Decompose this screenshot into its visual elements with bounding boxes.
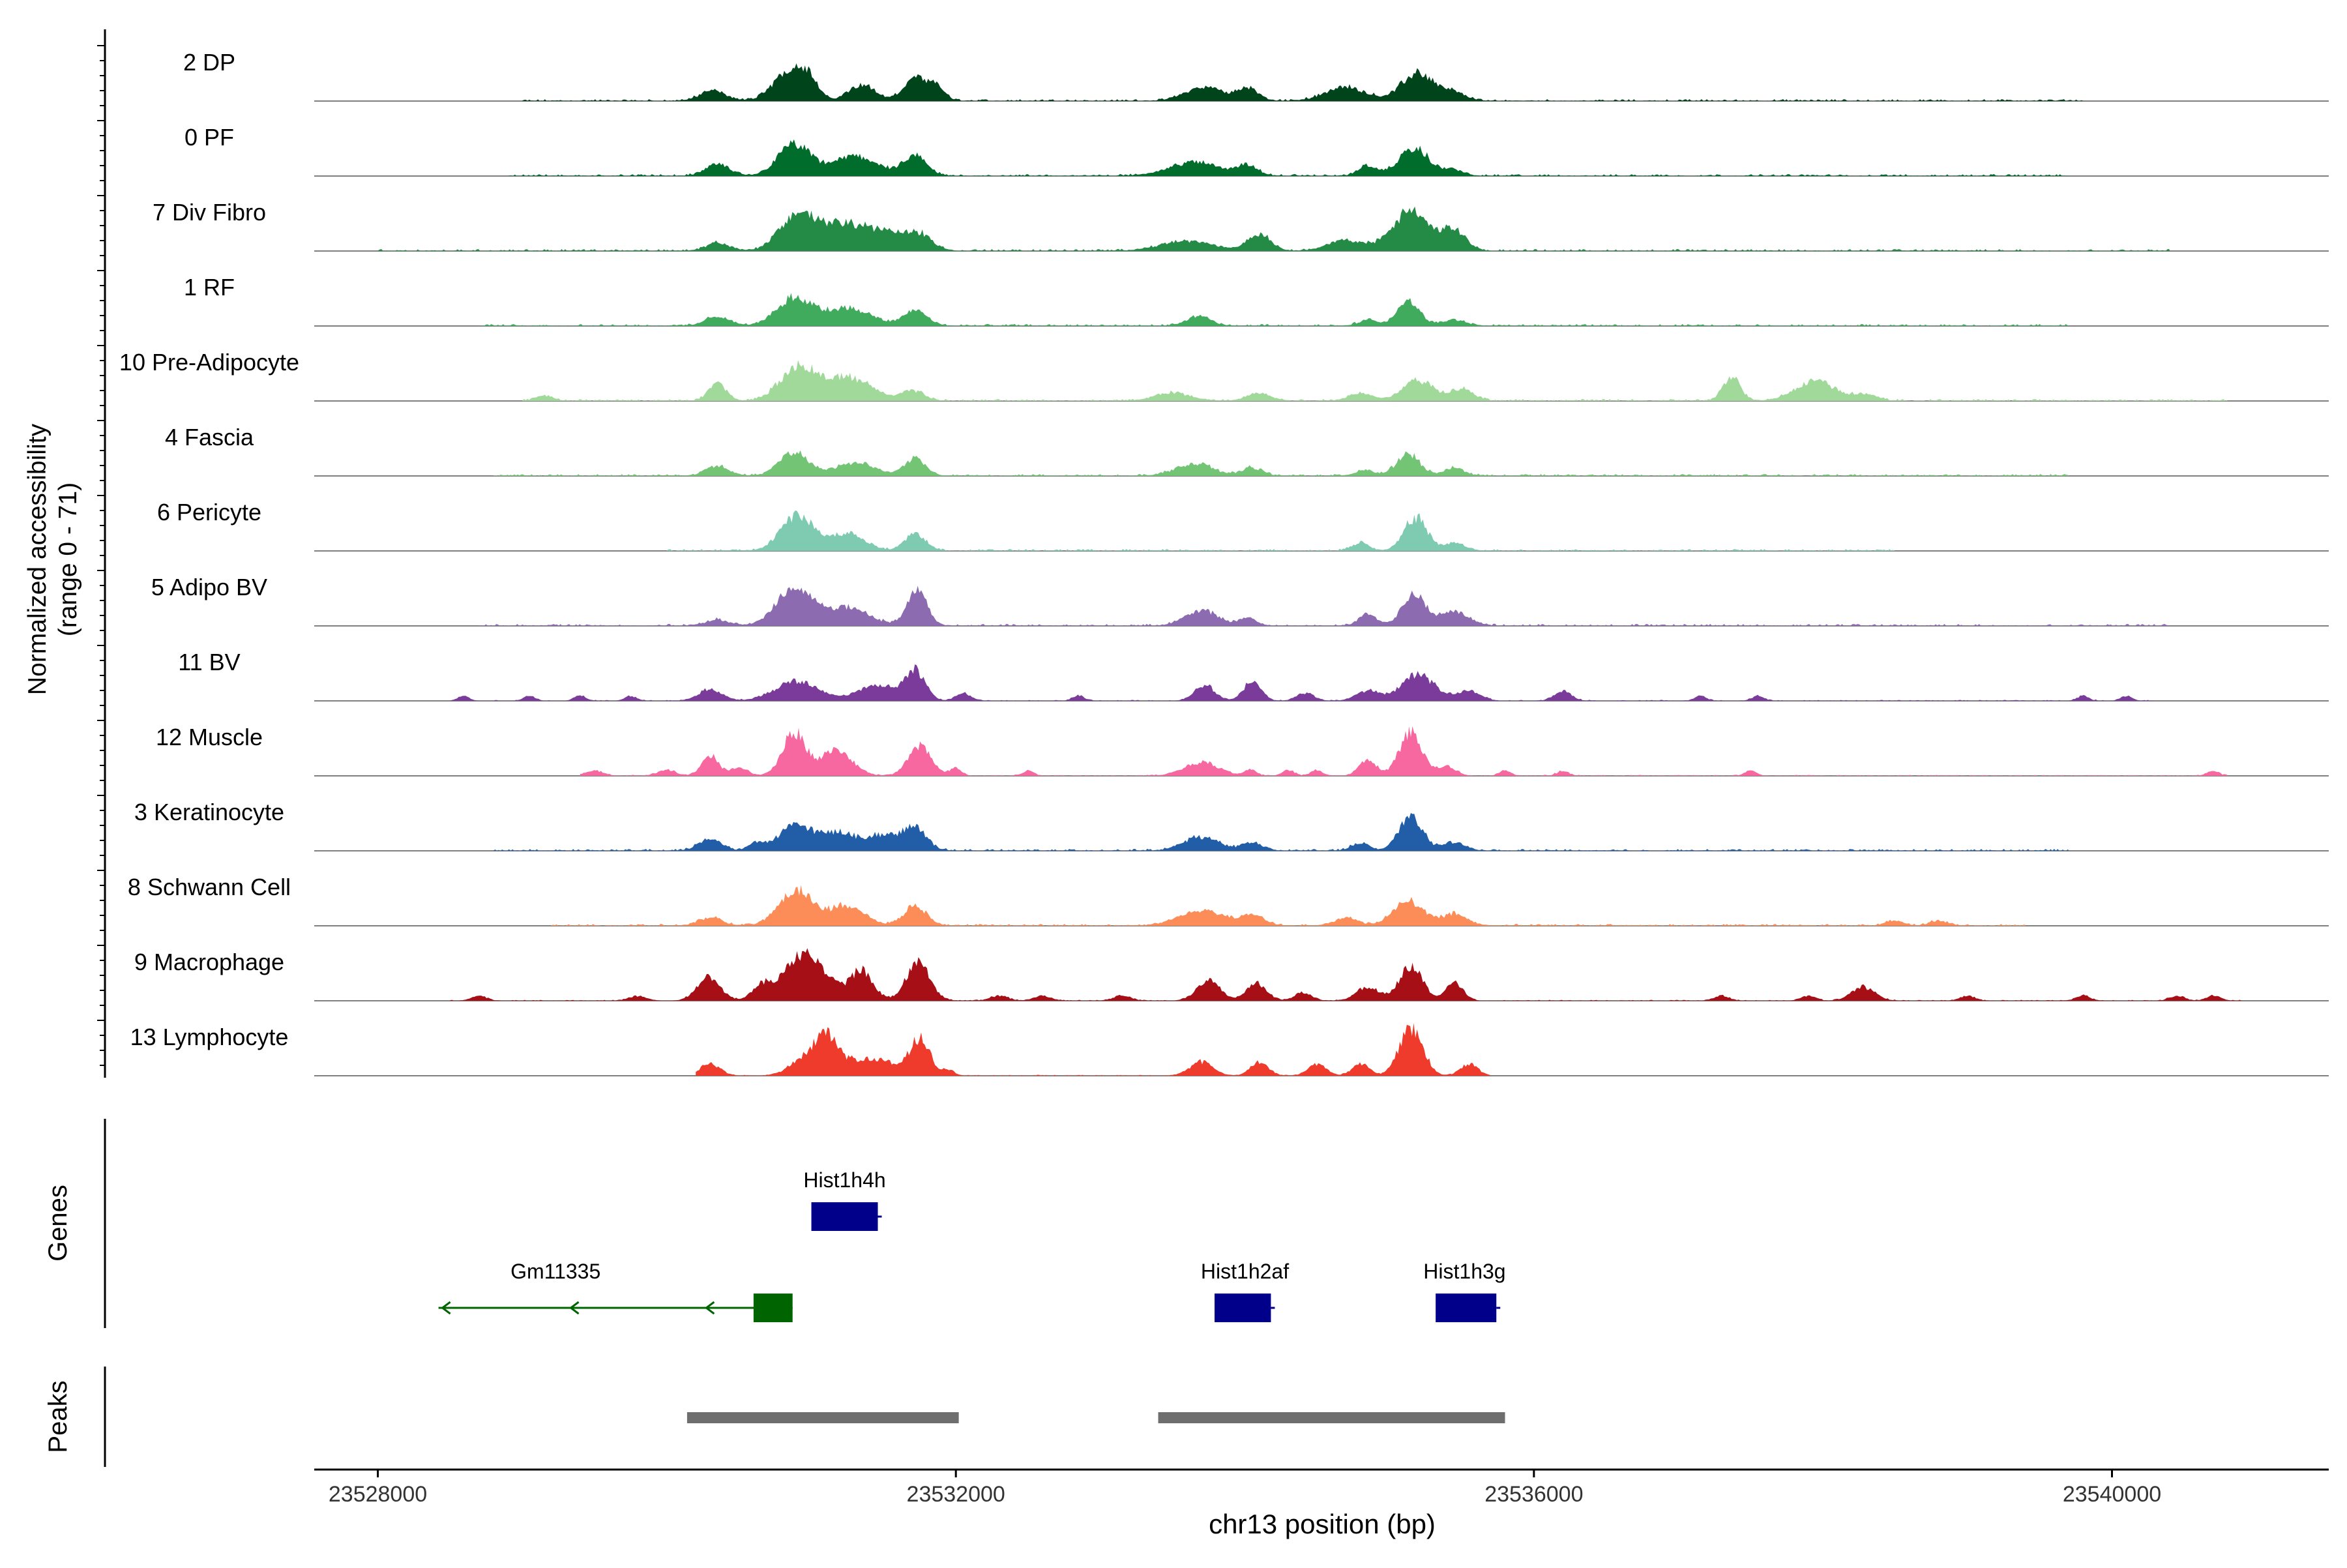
track-1-rf: 1 RF	[184, 274, 2329, 327]
gene-hist1h4h: Hist1h4h	[803, 1168, 886, 1231]
track-label: 13 Lymphocyte	[130, 1024, 289, 1050]
track-label: 11 BV	[178, 649, 240, 675]
coverage-area-11-bv	[450, 664, 2156, 701]
gene-exon	[811, 1202, 878, 1231]
gene-hist1h3g: Hist1h3g	[1423, 1260, 1506, 1322]
gene-exon	[1436, 1294, 1497, 1322]
track-6-pericyte: 6 Pericyte	[157, 499, 2329, 552]
track-label: 9 Macrophage	[134, 949, 284, 975]
track-label: 0 PF	[185, 124, 234, 151]
coverage-area-3-keratinocyte	[493, 812, 2069, 851]
track-9-macrophage: 9 Macrophage	[134, 948, 2329, 1001]
x-axis-label: chr13 position (bp)	[1209, 1509, 1436, 1539]
coverage-area-2-dp	[522, 63, 2084, 101]
gene-exon	[1214, 1294, 1271, 1322]
gene-gm11335: Gm11335	[438, 1260, 793, 1322]
peak-region	[686, 1412, 959, 1423]
track-label: 12 Muscle	[156, 724, 263, 750]
track-13-lymphocyte: 13 Lymphocyte	[130, 1023, 2329, 1076]
coverage-area-12-muscle	[580, 726, 2228, 776]
coverage-tracks: 2 DP 0 PF 7 Div Fibro 1 RF 10 Pre-Adipocyte 4…	[119, 49, 2329, 1076]
track-label: 5 Adipo BV	[151, 574, 267, 600]
coverage-area-6-pericyte	[666, 510, 1895, 551]
coverage-y-label: Normalized accessibility	[23, 423, 52, 695]
track-5-adipo-bv: 5 Adipo BV	[151, 574, 2329, 627]
coverage-area-4-fascia	[493, 450, 2069, 476]
track-label: 10 Pre-Adipocyte	[119, 349, 299, 376]
coverage-area-10-pre-adipocyte	[522, 360, 2228, 401]
coverage-area-13-lymphocyte	[696, 1023, 1491, 1076]
track-label: 6 Pericyte	[157, 499, 261, 525]
x-axis-ticks: 23528000 23532000 23536000 23540000	[329, 1470, 2161, 1507]
track-12-muscle: 12 Muscle	[156, 724, 2329, 777]
gene-label: Hist1h4h	[803, 1168, 885, 1192]
track-2-dp: 2 DP	[183, 49, 2329, 102]
track-3-keratinocyte: 3 Keratinocyte	[134, 799, 2329, 851]
gene-exon	[753, 1294, 793, 1322]
track-4-fascia: 4 Fascia	[165, 424, 2329, 477]
coverage-area-8-schwann-cell	[551, 885, 2026, 926]
x-tick-label: 23536000	[1484, 1482, 1583, 1507]
coverage-area-7-div-fibro	[377, 206, 2170, 251]
coverage-y-ticks	[97, 45, 105, 1066]
coverage-y-label-range: (range 0 - 71)	[54, 482, 82, 636]
track-label: 4 Fascia	[165, 424, 254, 451]
gene-label: Hist1h2af	[1201, 1260, 1289, 1283]
track-label: 3 Keratinocyte	[134, 799, 284, 825]
strand-arrow	[704, 1301, 715, 1315]
coverage-area-5-adipo-bv	[479, 585, 2170, 626]
track-label: 1 RF	[184, 274, 235, 301]
genes-panel-label: Genes	[44, 1185, 72, 1262]
track-label: 8 Schwann Cell	[128, 874, 291, 900]
track-11-bv: 11 BV	[178, 649, 2329, 702]
strand-arrow	[441, 1301, 451, 1315]
strand-arrow	[569, 1301, 580, 1315]
peak-region	[1158, 1412, 1505, 1423]
coverage-area-9-macrophage	[450, 948, 2243, 1001]
gene-label: Hist1h3g	[1423, 1260, 1505, 1283]
x-tick-label: 23532000	[907, 1482, 1005, 1507]
x-tick-label: 23540000	[2063, 1482, 2161, 1507]
track-8-schwann-cell: 8 Schwann Cell	[128, 874, 2329, 926]
peaks-track	[686, 1412, 1505, 1423]
track-label: 7 Div Fibro	[153, 199, 266, 226]
gene-hist1h2af: Hist1h2af	[1201, 1260, 1289, 1322]
track-7-div-fibro: 7 Div Fibro	[153, 199, 2329, 252]
coverage-area-1-rf	[479, 293, 2069, 326]
track-10-pre-adipocyte: 10 Pre-Adipocyte	[119, 349, 2329, 402]
coverage-area-0-pf	[508, 139, 2069, 176]
track-label: 2 DP	[183, 49, 235, 76]
track-0-pf: 0 PF	[185, 124, 2329, 177]
peaks-panel-label: Peaks	[44, 1380, 72, 1453]
gene-label: Gm11335	[510, 1260, 600, 1283]
x-tick-label: 23528000	[329, 1482, 427, 1507]
genes-track: Hist1h4h Gm11335 Hist1h2af Hist1h3g	[438, 1168, 1506, 1322]
